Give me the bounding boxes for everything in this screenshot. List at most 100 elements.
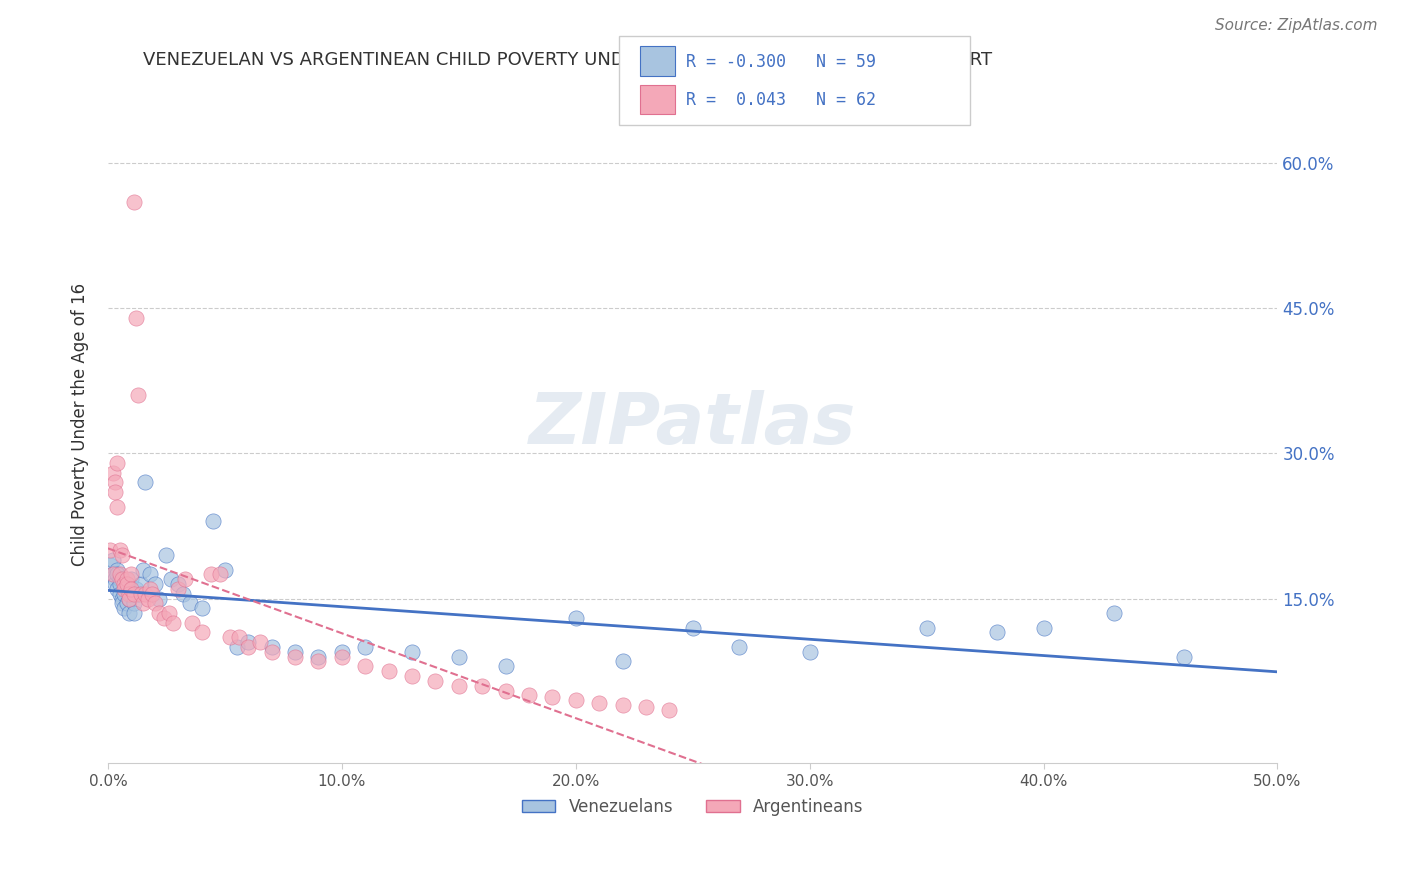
Point bbox=[495, 683, 517, 698]
Point bbox=[118, 591, 141, 606]
Point bbox=[98, 543, 121, 558]
Point bbox=[1102, 606, 1125, 620]
Point bbox=[330, 649, 353, 664]
Point bbox=[120, 582, 142, 596]
Point bbox=[101, 567, 124, 582]
Point bbox=[284, 649, 307, 664]
Point bbox=[129, 587, 152, 601]
Point bbox=[214, 562, 236, 576]
Point bbox=[155, 548, 177, 562]
Point bbox=[915, 621, 938, 635]
Point bbox=[120, 587, 142, 601]
Point bbox=[139, 567, 162, 582]
Point bbox=[127, 388, 149, 402]
Point bbox=[104, 475, 127, 490]
Point bbox=[132, 596, 155, 610]
Point bbox=[682, 621, 704, 635]
Point bbox=[122, 606, 145, 620]
Point bbox=[148, 591, 170, 606]
Point bbox=[143, 596, 166, 610]
Point bbox=[167, 582, 190, 596]
Point bbox=[136, 591, 159, 606]
Point bbox=[101, 466, 124, 480]
Point bbox=[134, 587, 156, 601]
Point bbox=[111, 548, 134, 562]
Point bbox=[104, 485, 127, 500]
Point bbox=[238, 640, 260, 654]
Point bbox=[105, 582, 128, 596]
Point bbox=[112, 582, 135, 596]
Point bbox=[115, 582, 138, 596]
Point bbox=[105, 500, 128, 514]
Point bbox=[120, 567, 142, 582]
Point bbox=[115, 596, 138, 610]
Legend: Venezuelans, Argentineans: Venezuelans, Argentineans bbox=[515, 791, 870, 822]
Point bbox=[228, 630, 250, 644]
Point bbox=[1032, 621, 1054, 635]
Point bbox=[179, 596, 201, 610]
Point bbox=[564, 611, 586, 625]
Text: Source: ZipAtlas.com: Source: ZipAtlas.com bbox=[1215, 18, 1378, 33]
Point bbox=[401, 645, 423, 659]
Point bbox=[200, 567, 222, 582]
Point bbox=[190, 601, 212, 615]
Text: R =  0.043   N = 62: R = 0.043 N = 62 bbox=[686, 91, 876, 109]
Point bbox=[190, 625, 212, 640]
Point bbox=[308, 649, 330, 664]
Point bbox=[111, 591, 134, 606]
Point bbox=[108, 543, 131, 558]
Point bbox=[98, 558, 121, 572]
Text: VENEZUELAN VS ARGENTINEAN CHILD POVERTY UNDER THE AGE OF 16 CORRELATION CHART: VENEZUELAN VS ARGENTINEAN CHILD POVERTY … bbox=[143, 51, 993, 69]
Point bbox=[115, 572, 138, 586]
Point bbox=[105, 567, 128, 582]
Point bbox=[115, 577, 138, 591]
Point bbox=[157, 606, 180, 620]
Point bbox=[125, 582, 148, 596]
Point bbox=[101, 553, 124, 567]
Point bbox=[728, 640, 751, 654]
Point bbox=[799, 645, 821, 659]
Point bbox=[330, 645, 353, 659]
Point bbox=[104, 572, 127, 586]
Point bbox=[447, 679, 470, 693]
Point bbox=[564, 693, 586, 707]
Point bbox=[108, 567, 131, 582]
Point bbox=[249, 635, 271, 649]
Point bbox=[425, 673, 447, 688]
Point bbox=[139, 582, 162, 596]
Point bbox=[132, 562, 155, 576]
Point bbox=[122, 194, 145, 209]
Point bbox=[108, 572, 131, 586]
Point bbox=[112, 601, 135, 615]
Point bbox=[588, 696, 610, 710]
Point bbox=[517, 689, 540, 703]
Point bbox=[260, 640, 283, 654]
Point bbox=[118, 591, 141, 606]
Point bbox=[612, 698, 634, 712]
Point bbox=[160, 572, 183, 586]
Point bbox=[401, 669, 423, 683]
Point bbox=[174, 572, 197, 586]
Point bbox=[118, 606, 141, 620]
Point bbox=[308, 655, 330, 669]
Point bbox=[172, 587, 194, 601]
Point bbox=[658, 703, 681, 717]
Point bbox=[108, 587, 131, 601]
Point bbox=[167, 577, 190, 591]
Point bbox=[111, 596, 134, 610]
Point bbox=[471, 679, 494, 693]
Point bbox=[105, 562, 128, 576]
Point bbox=[447, 649, 470, 664]
Point bbox=[634, 700, 657, 714]
Point bbox=[143, 577, 166, 591]
Point bbox=[284, 645, 307, 659]
Point bbox=[125, 310, 148, 325]
Point bbox=[104, 577, 127, 591]
Point bbox=[111, 572, 134, 586]
Point bbox=[354, 659, 377, 673]
Point bbox=[118, 587, 141, 601]
Point bbox=[148, 606, 170, 620]
Point bbox=[141, 587, 163, 601]
Y-axis label: Child Poverty Under the Age of 16: Child Poverty Under the Age of 16 bbox=[72, 283, 89, 566]
Point bbox=[541, 690, 564, 705]
